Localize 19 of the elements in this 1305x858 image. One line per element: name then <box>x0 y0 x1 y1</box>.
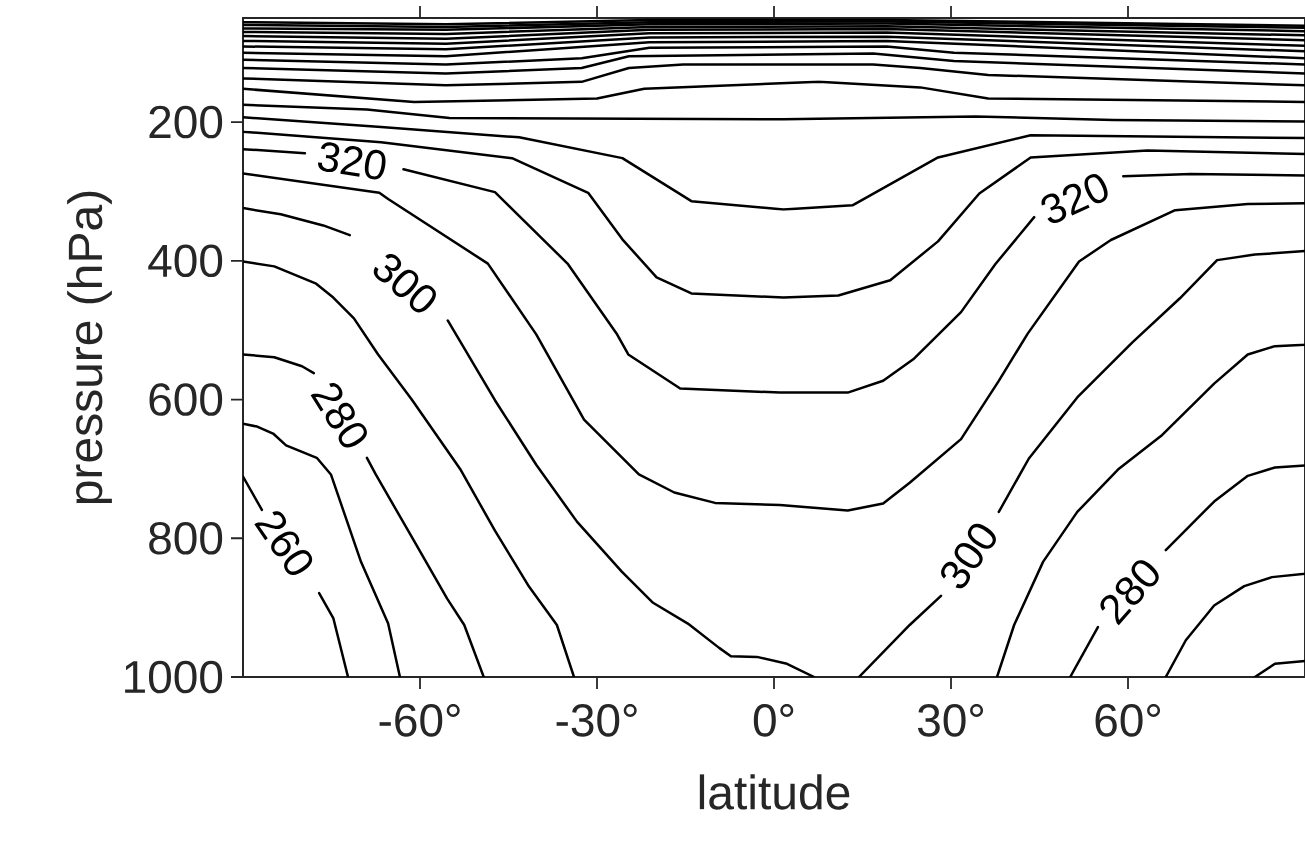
y-tick-label: 800 <box>149 521 223 555</box>
text: 320 <box>1041 174 1108 223</box>
x-tick-label: 60° <box>1095 704 1161 737</box>
x-tick-label: 0° <box>753 704 794 737</box>
y-axis-title: pressure (hPa) <box>67 191 112 504</box>
y-tick-label: 400 <box>148 244 223 278</box>
y-tick-label: 600 <box>149 383 223 416</box>
y-tick-label: 200 <box>149 105 223 139</box>
text: 280 <box>310 383 367 448</box>
text: 260 <box>254 511 313 575</box>
x-axis-title: latitude <box>699 774 850 810</box>
x-tick-label: 30° <box>917 704 984 737</box>
x-tick-label: -30° <box>556 704 637 737</box>
text: 300 <box>373 254 436 313</box>
y-tick-label: 1000 <box>125 660 223 694</box>
text: 320 <box>318 142 386 180</box>
text: 280 <box>1100 560 1159 626</box>
x-tick-label: -60° <box>379 704 460 737</box>
text: 300 <box>941 523 996 589</box>
